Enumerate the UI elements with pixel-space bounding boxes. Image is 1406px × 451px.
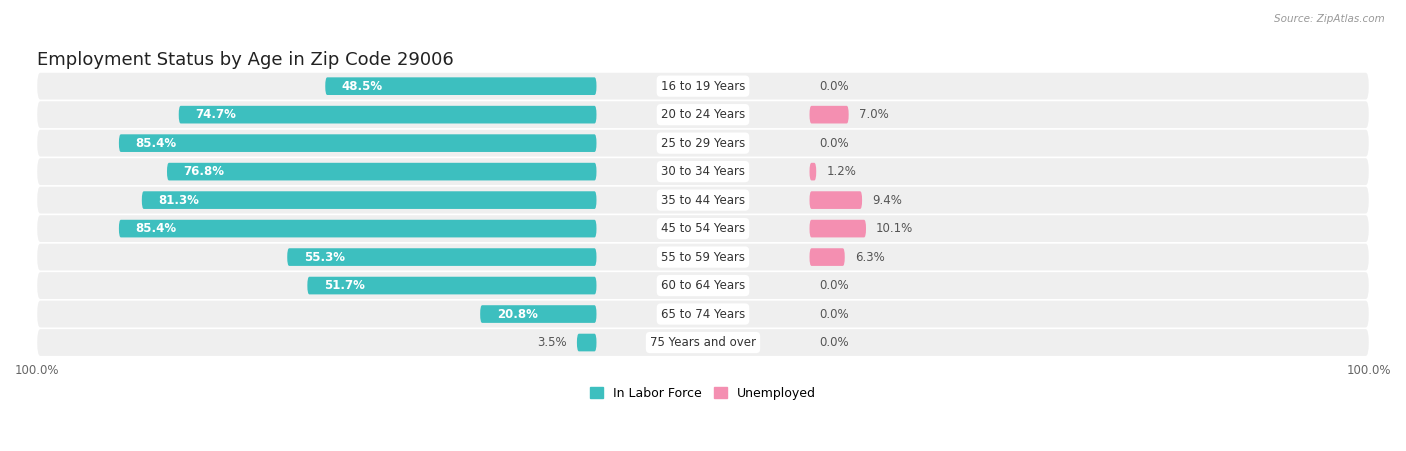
FancyBboxPatch shape <box>481 305 596 323</box>
Text: 81.3%: 81.3% <box>159 193 200 207</box>
Text: 9.4%: 9.4% <box>872 193 901 207</box>
Text: 10.1%: 10.1% <box>876 222 914 235</box>
Text: 55.3%: 55.3% <box>304 251 344 263</box>
FancyBboxPatch shape <box>179 106 596 124</box>
FancyBboxPatch shape <box>120 134 596 152</box>
Text: 0.0%: 0.0% <box>820 80 849 92</box>
FancyBboxPatch shape <box>37 158 1369 185</box>
Text: 35 to 44 Years: 35 to 44 Years <box>661 193 745 207</box>
FancyBboxPatch shape <box>120 220 596 237</box>
Text: 1.2%: 1.2% <box>827 165 856 178</box>
Text: 0.0%: 0.0% <box>820 308 849 321</box>
Text: 51.7%: 51.7% <box>323 279 366 292</box>
Text: 74.7%: 74.7% <box>195 108 236 121</box>
FancyBboxPatch shape <box>37 244 1369 271</box>
FancyBboxPatch shape <box>810 106 849 124</box>
Text: 6.3%: 6.3% <box>855 251 884 263</box>
Legend: In Labor Force, Unemployed: In Labor Force, Unemployed <box>591 387 815 400</box>
Text: 45 to 54 Years: 45 to 54 Years <box>661 222 745 235</box>
FancyBboxPatch shape <box>142 191 596 209</box>
Text: Employment Status by Age in Zip Code 29006: Employment Status by Age in Zip Code 290… <box>37 51 454 69</box>
Text: 55 to 59 Years: 55 to 59 Years <box>661 251 745 263</box>
FancyBboxPatch shape <box>167 163 596 180</box>
FancyBboxPatch shape <box>287 248 596 266</box>
Text: 0.0%: 0.0% <box>820 279 849 292</box>
Text: 25 to 29 Years: 25 to 29 Years <box>661 137 745 150</box>
FancyBboxPatch shape <box>810 220 866 237</box>
Text: 85.4%: 85.4% <box>135 137 177 150</box>
Text: 0.0%: 0.0% <box>820 336 849 349</box>
FancyBboxPatch shape <box>37 187 1369 213</box>
Text: 60 to 64 Years: 60 to 64 Years <box>661 279 745 292</box>
Text: 48.5%: 48.5% <box>342 80 382 92</box>
FancyBboxPatch shape <box>37 329 1369 356</box>
Text: 65 to 74 Years: 65 to 74 Years <box>661 308 745 321</box>
FancyBboxPatch shape <box>810 248 845 266</box>
FancyBboxPatch shape <box>37 215 1369 242</box>
Text: Source: ZipAtlas.com: Source: ZipAtlas.com <box>1274 14 1385 23</box>
FancyBboxPatch shape <box>37 301 1369 327</box>
Text: 85.4%: 85.4% <box>135 222 177 235</box>
Text: 16 to 19 Years: 16 to 19 Years <box>661 80 745 92</box>
Text: 30 to 34 Years: 30 to 34 Years <box>661 165 745 178</box>
FancyBboxPatch shape <box>325 77 596 95</box>
Text: 3.5%: 3.5% <box>537 336 567 349</box>
FancyBboxPatch shape <box>37 130 1369 156</box>
Text: 76.8%: 76.8% <box>184 165 225 178</box>
FancyBboxPatch shape <box>810 163 817 180</box>
FancyBboxPatch shape <box>37 73 1369 100</box>
Text: 20 to 24 Years: 20 to 24 Years <box>661 108 745 121</box>
Text: 7.0%: 7.0% <box>859 108 889 121</box>
FancyBboxPatch shape <box>576 334 596 351</box>
FancyBboxPatch shape <box>37 272 1369 299</box>
Text: 20.8%: 20.8% <box>496 308 537 321</box>
FancyBboxPatch shape <box>308 277 596 295</box>
Text: 75 Years and over: 75 Years and over <box>650 336 756 349</box>
FancyBboxPatch shape <box>37 101 1369 128</box>
FancyBboxPatch shape <box>810 191 862 209</box>
Text: 0.0%: 0.0% <box>820 137 849 150</box>
